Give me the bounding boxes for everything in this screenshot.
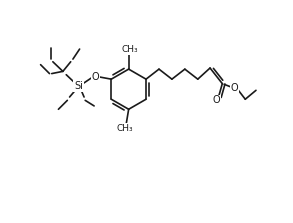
Text: Si: Si (74, 81, 83, 91)
Text: O: O (91, 72, 99, 82)
Text: O: O (231, 83, 239, 93)
Text: CH₃: CH₃ (122, 45, 138, 54)
Text: CH₃: CH₃ (117, 124, 133, 133)
Text: O: O (213, 95, 221, 105)
